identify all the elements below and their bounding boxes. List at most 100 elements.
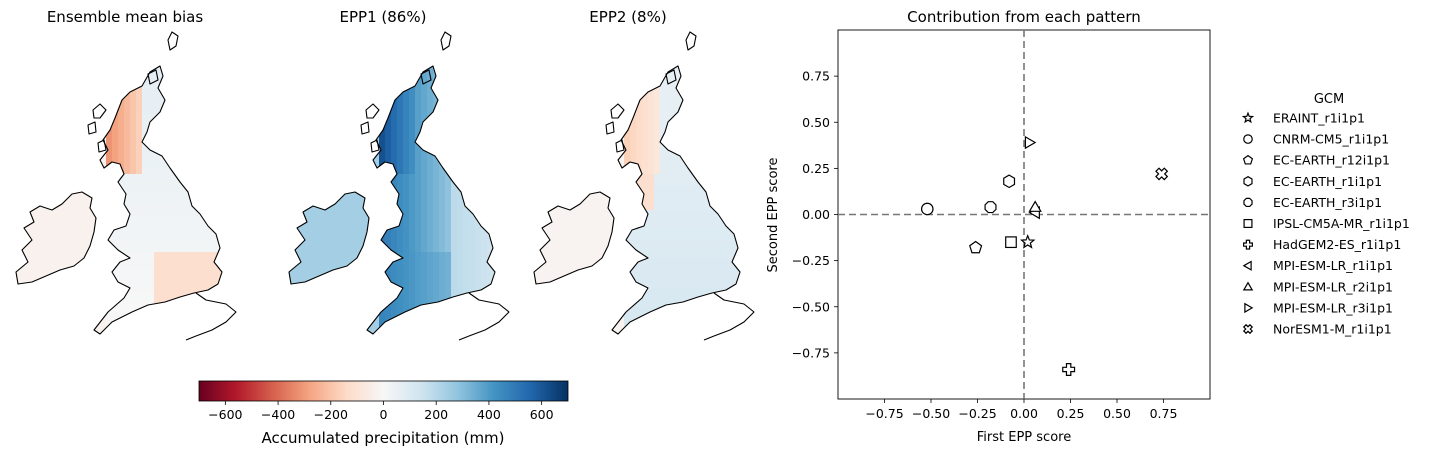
island-coastline <box>370 139 380 153</box>
legend-label: ERAINT_r1i1p1 <box>1273 111 1365 126</box>
y-tick-label: −0.75 <box>792 345 830 360</box>
y-tick-label: 0.75 <box>802 69 830 84</box>
island-coastline <box>167 31 179 51</box>
uk-map <box>15 31 237 341</box>
legend-marker <box>1243 134 1253 144</box>
legend-title: GCM <box>1314 92 1344 107</box>
map-title: Ensemble mean bias <box>47 8 204 26</box>
colorbar-tick-label: −200 <box>314 407 348 422</box>
legend-marker <box>1242 323 1254 335</box>
island-coastline <box>420 69 432 85</box>
reference-lines <box>838 30 1210 399</box>
island-coastline <box>440 31 452 51</box>
legend-item: EC-EARTH_r3i1p1 <box>1243 195 1382 210</box>
great-britain-coastline <box>366 65 496 335</box>
island-coastline <box>92 103 107 119</box>
island-coastline <box>360 121 370 135</box>
colorbar-tick-label: −400 <box>261 407 295 422</box>
x-tick-label: 0.50 <box>1103 406 1131 421</box>
chart-title: Contribution from each pattern <box>907 8 1141 26</box>
island-coastline <box>87 121 97 135</box>
legend-marker <box>1242 260 1252 271</box>
y-tick-label: 0.50 <box>802 115 830 130</box>
legend-marker <box>1242 154 1254 165</box>
x-tick-label: −0.25 <box>958 406 996 421</box>
map-title: EPP2 (8%) <box>589 8 666 26</box>
y-tick-label: 0.25 <box>802 161 830 176</box>
coastline-extension <box>185 292 237 341</box>
y-tick-label: 0.00 <box>802 207 830 222</box>
precipitation-field <box>289 66 495 334</box>
map-title: EPP1 (86%) <box>340 8 427 26</box>
scatter-point <box>920 202 934 216</box>
map-panel-3: EPP2 (8%) <box>533 8 755 341</box>
legend-item: MPI-ESM-LR_r3i1p1 <box>1244 300 1393 315</box>
legend-item: EC-EARTH_r12i1p1 <box>1242 153 1390 168</box>
legend-marker <box>1241 111 1255 124</box>
scatter-point <box>1028 200 1042 212</box>
coastline-extension <box>458 292 510 341</box>
legend-marker <box>1243 239 1253 250</box>
legend-item: MPI-ESM-LR_r2i1p1 <box>1242 279 1393 294</box>
scatter-point <box>984 201 997 214</box>
scatter-point <box>1062 362 1076 376</box>
legend-item: EC-EARTH_r1i1p1 <box>1243 174 1382 189</box>
legend-items: ERAINT_r1i1p1 CNRM-CM5_r1i1p1 EC-EARTH_r12… <box>1241 111 1410 337</box>
legend-item: MPI-ESM-LR_r1i1p1 <box>1242 258 1393 273</box>
legend-label: IPSL-CM5A-MR_r1i1p1 <box>1273 216 1410 231</box>
scatter-point <box>1024 135 1037 150</box>
y-axis-label: Second EPP score <box>766 158 781 273</box>
y-tick-label: −0.50 <box>792 299 830 314</box>
x-tick-label: 0.75 <box>1150 406 1178 421</box>
legend-label: MPI-ESM-LR_r1i1p1 <box>1273 258 1393 273</box>
ireland-coastline <box>533 191 615 285</box>
colorbar-tick-label: −600 <box>208 407 242 422</box>
precipitation-field <box>534 66 740 334</box>
scatter-point <box>1155 167 1169 181</box>
legend-item: ERAINT_r1i1p1 <box>1241 111 1365 126</box>
uk-map <box>533 31 755 341</box>
legend-item: IPSL-CM5A-MR_r1i1p1 <box>1243 216 1410 231</box>
x-tick-label: 0.25 <box>1057 406 1085 421</box>
island-coastline <box>615 139 625 153</box>
data-points <box>920 135 1169 376</box>
great-britain-coastline <box>93 65 223 335</box>
legend-item: CNRM-CM5_r1i1p1 <box>1243 132 1389 147</box>
colorbar: −600 −400 −200 0 200 400 600 Accumulated preci… <box>198 380 569 447</box>
great-britain-coastline <box>611 65 741 335</box>
ireland-coastline <box>15 191 97 285</box>
legend-marker <box>1243 218 1253 229</box>
island-coastline <box>147 69 159 85</box>
precipitation-field <box>16 66 222 334</box>
island-coastline <box>605 121 615 135</box>
colorbar-ticks: −600 −400 −200 0 200 400 600 <box>208 401 554 422</box>
legend-label: EC-EARTH_r12i1p1 <box>1273 153 1390 168</box>
scatter-point <box>969 240 983 254</box>
legend-marker <box>1243 197 1253 208</box>
island-coastline <box>97 139 107 153</box>
uk-map <box>288 31 510 341</box>
x-axis-ticks: −0.75 −0.50 −0.25 0.00 0.25 0.50 0.75 <box>865 399 1177 421</box>
legend-marker <box>1244 302 1254 314</box>
legend-label: CNRM-CM5_r1i1p1 <box>1273 132 1389 147</box>
legend: GCM ERAINT_r1i1p1 CNRM-CM5_r1i1p1 EC-EARTH… <box>1241 92 1410 337</box>
legend-label: MPI-ESM-LR_r3i1p1 <box>1273 300 1393 315</box>
legend-item: NorESM1-M_r1i1p1 <box>1242 322 1392 337</box>
legend-item: HadGEM2-ES_r1i1p1 <box>1243 237 1401 252</box>
ireland-coastline <box>288 191 370 285</box>
map-panel-1: Ensemble mean bias <box>15 8 237 341</box>
legend-label: NorESM1-M_r1i1p1 <box>1273 322 1392 337</box>
x-axis-label: First EPP score <box>977 430 1071 445</box>
legend-marker <box>1242 281 1254 291</box>
island-coastline <box>365 103 380 119</box>
colorbar-tick-label: 0 <box>380 407 388 422</box>
coastline-extension <box>703 292 755 341</box>
y-axis-ticks: −0.75 −0.50 −0.25 0.00 0.25 0.50 0.75 <box>792 69 838 360</box>
island-coastline <box>685 31 697 51</box>
colorbar-label: Accumulated precipitation (mm) <box>261 429 504 447</box>
legend-label: EC-EARTH_r1i1p1 <box>1273 174 1382 189</box>
x-tick-label: 0.00 <box>1010 406 1038 421</box>
island-coastline <box>610 103 625 119</box>
y-tick-label: −0.25 <box>792 253 830 268</box>
